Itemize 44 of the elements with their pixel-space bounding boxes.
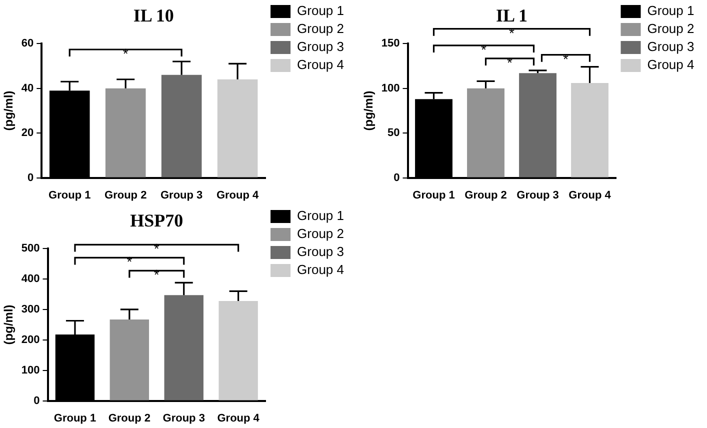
y-tick-label: 20 (21, 127, 34, 140)
legend-label: Group 4 (297, 262, 344, 278)
legend-label: Group 4 (647, 57, 694, 72)
legend-label: Group 3 (297, 244, 344, 260)
chart-title: IL 10 (133, 5, 174, 26)
y-axis-title: (pg/ml) (2, 90, 16, 131)
y-tick-label: 100 (381, 82, 400, 94)
x-tick-label: Group 4 (216, 189, 260, 202)
y-tick-label: 0 (28, 172, 34, 184)
x-tick-label: Group 3 (160, 189, 203, 202)
y-tick-label: 60 (21, 38, 34, 50)
y-tick-label: 400 (21, 273, 40, 286)
x-tick-label: Group 2 (104, 189, 147, 202)
legend-label: Group 4 (297, 57, 344, 72)
y-tick-label: 200 (21, 334, 40, 346)
y-tick-label: 100 (21, 364, 40, 376)
x-tick-label: Group 2 (464, 189, 507, 202)
x-tick-label: Group 4 (217, 412, 260, 424)
y-tick-label: 50 (388, 127, 400, 140)
y-tick-label: 40 (21, 82, 34, 94)
x-tick-label: Group 1 (412, 189, 455, 202)
legend-label: Group 1 (297, 208, 344, 224)
x-tick-label: Group 1 (48, 189, 91, 202)
y-tick-label: 500 (21, 242, 40, 255)
y-axis-title: (pg/ml) (2, 304, 16, 345)
x-tick-label: Group 3 (162, 412, 205, 424)
y-tick-label: 300 (21, 304, 40, 316)
y-tick-label: 0 (394, 172, 400, 184)
chart-title: IL 1 (496, 5, 528, 26)
legend-label: Group 3 (647, 39, 694, 54)
legend-label: Group 1 (297, 3, 344, 18)
x-tick-label: Group 3 (516, 189, 559, 202)
legend-label: Group 3 (297, 39, 344, 54)
x-tick-label: Group 4 (568, 189, 612, 202)
legend-label: Group 2 (647, 21, 694, 36)
legend-label: Group 2 (297, 226, 344, 242)
y-axis-title: (pg/ml) (362, 90, 376, 131)
y-tick-label: 150 (381, 38, 400, 50)
legend-label: Group 2 (297, 21, 344, 36)
legend-label: Group 1 (647, 3, 694, 18)
x-tick-label: Group 2 (108, 412, 151, 424)
y-tick-label: 0 (34, 394, 40, 407)
chart-title: HSP70 (130, 210, 184, 230)
x-tick-label: Group 1 (54, 412, 96, 424)
